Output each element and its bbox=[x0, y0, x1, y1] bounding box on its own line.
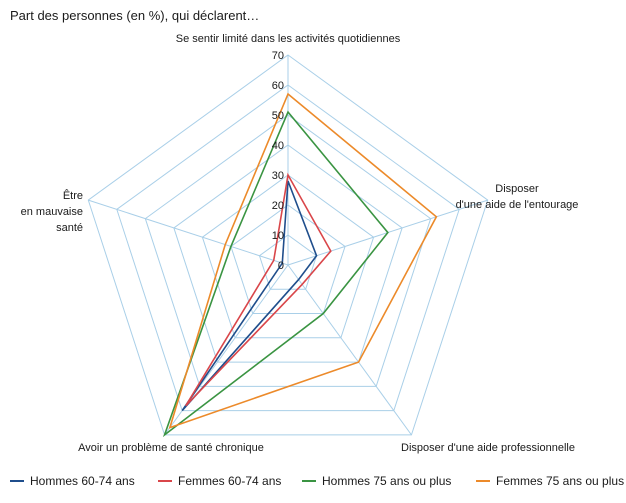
radial-tick-labels: 0 10 20 30 40 50 60 70 bbox=[272, 50, 284, 272]
series-line-2 bbox=[162, 110, 389, 438]
grid-ring bbox=[87, 54, 489, 436]
legend-item-0: Hommes 60-74 ans bbox=[10, 474, 135, 488]
axis-label-4: Être en mauvaise santé bbox=[21, 189, 83, 234]
legend-swatch bbox=[158, 480, 172, 482]
legend-swatch bbox=[302, 480, 316, 482]
legend-swatch bbox=[10, 480, 24, 482]
axis-labels: Se sentir limité dans les activités quot… bbox=[21, 33, 579, 454]
legend: Hommes 60-74 ans Femmes 60-74 ans Hommes 7… bbox=[0, 474, 626, 490]
axis-label-0: Se sentir limité dans les activités quot… bbox=[176, 33, 401, 45]
series-line-3 bbox=[168, 92, 438, 429]
legend-label: Hommes 75 ans ou plus bbox=[322, 474, 452, 488]
series-line-1 bbox=[185, 172, 332, 407]
grid-ring bbox=[201, 174, 375, 339]
legend-item-3: Femmes 75 ans ou plus bbox=[476, 474, 624, 488]
tick-label: 50 bbox=[272, 110, 284, 122]
legend-label: Hommes 60-74 ans bbox=[30, 474, 135, 488]
legend-item-1: Femmes 60-74 ans bbox=[158, 474, 281, 488]
grid-ring bbox=[258, 234, 318, 290]
tick-label: 30 bbox=[272, 170, 284, 182]
grid-ring bbox=[173, 144, 403, 363]
tick-label: 60 bbox=[272, 80, 284, 92]
chart-subtitle: Part des personnes (en %), qui déclarent… bbox=[10, 8, 260, 23]
tick-label: 10 bbox=[272, 230, 284, 242]
grid-ring bbox=[116, 84, 460, 412]
axis-label-3: Avoir un problème de santé chronique bbox=[78, 442, 264, 454]
legend-label: Femmes 75 ans ou plus bbox=[496, 474, 625, 488]
tick-label: 0 bbox=[278, 260, 284, 272]
axis-label-2: Disposer d'une aide professionnelle bbox=[401, 442, 575, 454]
grid-ring bbox=[230, 204, 346, 315]
legend-item-2: Hommes 75 ans ou plus bbox=[302, 474, 451, 488]
grid-spoke bbox=[88, 199, 289, 266]
legend-label: Femmes 60-74 ans bbox=[178, 474, 282, 488]
tick-label: 70 bbox=[272, 50, 284, 62]
series-line-0 bbox=[181, 180, 318, 412]
radar-series bbox=[162, 92, 438, 438]
tick-label: 20 bbox=[272, 200, 284, 212]
axis-label-1: Disposer d'une aide de l'entourage bbox=[456, 183, 579, 211]
grid-spoke bbox=[287, 264, 412, 436]
tick-label: 40 bbox=[272, 140, 284, 152]
radar-chart: 0 10 20 30 40 50 60 70 Se sentir limité dans le… bbox=[21, 33, 579, 454]
legend-swatch bbox=[476, 480, 490, 482]
